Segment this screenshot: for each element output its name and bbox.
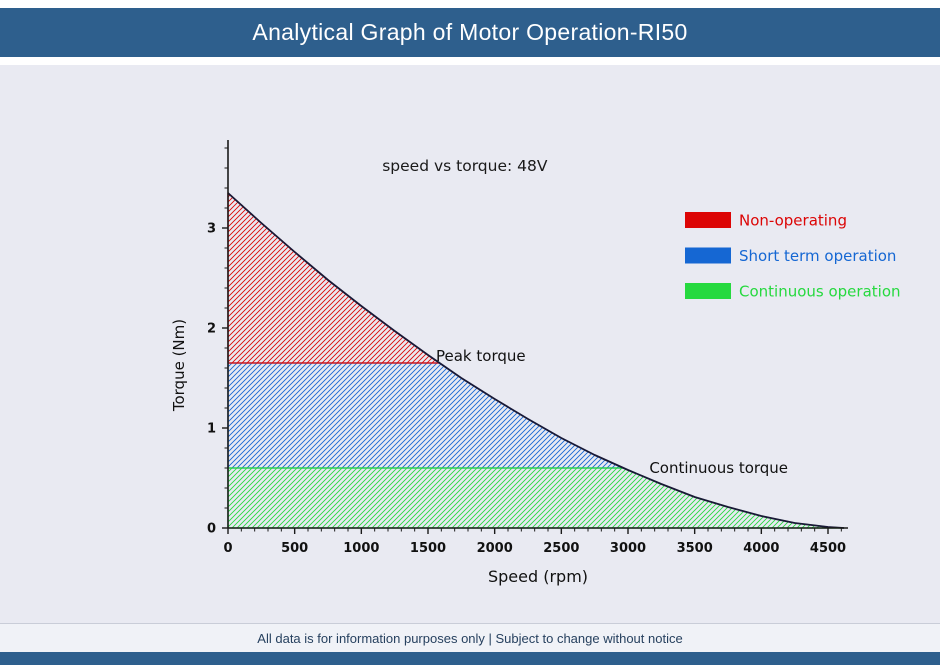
y-tick-label: 1 <box>207 422 216 437</box>
legend-label: Short term operation <box>739 247 896 265</box>
x-axis-label: Speed (rpm) <box>488 567 588 586</box>
footer-disclaimer-bar: All data is for information purposes onl… <box>0 623 940 652</box>
chart-title: speed vs torque: 48V <box>382 157 548 175</box>
x-tick-label: 2500 <box>543 541 579 556</box>
x-tick-label: 1000 <box>343 541 379 556</box>
x-tick-label: 4500 <box>810 541 846 556</box>
legend: Non-operating Short term operation Continu… <box>685 212 901 301</box>
x-tick-label: 3500 <box>677 541 713 556</box>
axis-ticks: 0 500 1000 1500 2000 2500 3000 3500 4000 4500 0 1 2 3 <box>207 147 846 556</box>
y-tick-label: 0 <box>207 522 216 537</box>
legend-label: Continuous operation <box>739 283 901 301</box>
x-tick-label: 3000 <box>610 541 646 556</box>
top-margin <box>0 0 940 8</box>
torque-speed-chart: 0 500 1000 1500 2000 2500 3000 3500 4000 4500 0 1 2 3… <box>170 140 901 586</box>
region-non-operating <box>227 192 441 364</box>
legend-swatch <box>685 212 731 228</box>
page-title: Analytical Graph of Motor Operation-RI50 <box>252 19 688 45</box>
annotation: Continuous torque <box>649 459 788 477</box>
footer-accent-bar <box>0 652 940 665</box>
region-short-term-operation <box>227 362 625 469</box>
x-tick-label: 0 <box>223 541 232 556</box>
header-separator <box>0 57 940 65</box>
legend-swatch <box>685 283 731 299</box>
legend-label: Non-operating <box>739 212 847 230</box>
footer: All data is for information purposes onl… <box>0 623 940 665</box>
y-tick-label: 2 <box>207 322 216 337</box>
footer-disclaimer: All data is for information purposes onl… <box>257 630 683 646</box>
x-tick-label: 500 <box>281 541 308 556</box>
chart-area: 0 500 1000 1500 2000 2500 3000 3500 4000 4500 0 1 2 3… <box>0 65 940 623</box>
legend-swatch <box>685 247 731 264</box>
x-tick-label: 4000 <box>743 541 779 556</box>
x-tick-label: 2000 <box>477 541 513 556</box>
y-tick-label: 3 <box>207 222 216 237</box>
torque-curve <box>227 192 845 529</box>
region-continuous-operation <box>227 467 845 529</box>
annotation: Peak torque <box>436 347 526 365</box>
y-axis-label: Torque (Nm) <box>170 319 188 412</box>
header-bar: Analytical Graph of Motor Operation-RI50 <box>0 8 940 57</box>
x-tick-label: 1500 <box>410 541 446 556</box>
